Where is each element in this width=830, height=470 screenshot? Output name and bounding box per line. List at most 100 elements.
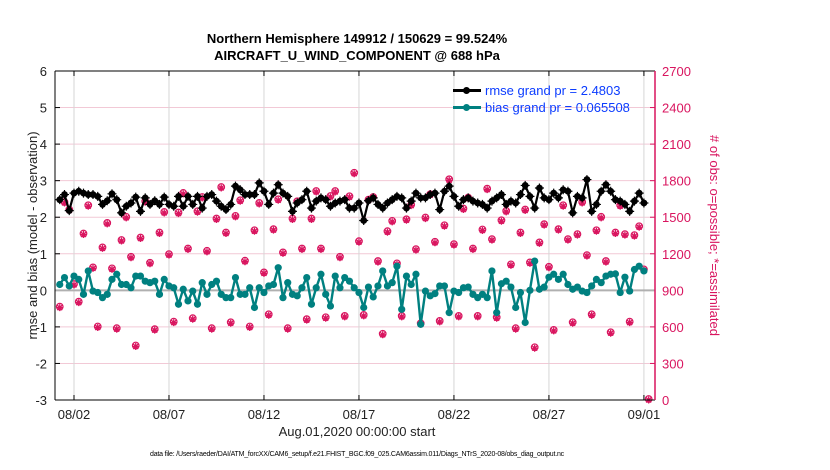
bias-point (293, 292, 301, 300)
obs-assimilated-marker (132, 343, 140, 351)
obs-assimilated-marker (103, 220, 111, 228)
obs-assimilated-marker (236, 197, 244, 205)
bias-point (193, 300, 202, 308)
rmse-point-star (211, 196, 221, 206)
rmse-point-star (620, 199, 630, 209)
obs-assimilated-marker (559, 202, 567, 210)
rmse-point-star (169, 201, 179, 211)
rmse-point-star (135, 206, 145, 216)
obs-assimilated-marker (312, 188, 320, 196)
bias-point (198, 279, 206, 287)
rmse-point-star (259, 186, 269, 196)
bias-point (516, 288, 525, 297)
rmse-point-star (297, 195, 307, 205)
bias-point (488, 267, 496, 275)
legend-item-rmse: rmse grand pr = 2.4803 (452, 82, 630, 99)
rmse-point-star (544, 195, 554, 205)
rmse-point-star (634, 188, 644, 198)
rmse-point-star (302, 186, 312, 196)
rmse-point-star (454, 201, 464, 211)
rmse-point-star (321, 195, 331, 205)
bias-point (303, 273, 311, 282)
obs-assimilated-marker (193, 208, 201, 216)
bias-point (331, 272, 339, 280)
obs-assimilated-marker (379, 331, 387, 339)
y-tick-label-left: -1 (35, 320, 47, 335)
bias-point (374, 282, 382, 290)
rmse-point-star (534, 183, 544, 193)
bias-point (640, 267, 648, 275)
bias-point (421, 287, 430, 295)
rmse-point-star (159, 192, 169, 202)
obs-assimilated-marker (611, 230, 619, 238)
rmse-point-star (173, 191, 183, 201)
obs-assimilated-marker (607, 329, 615, 337)
obs-assimilated-marker (246, 323, 254, 331)
rmse-point-star (387, 195, 397, 205)
rmse-point-star (520, 180, 530, 190)
rmse-point-star (629, 196, 639, 206)
y-tick-label-right: 900 (662, 283, 684, 298)
rmse-point-star (221, 205, 231, 215)
data-file-footer: data file: /Users/raeder/DAI/ATM_forcXX/… (150, 451, 564, 458)
bias-point (179, 285, 187, 293)
rmse-point-star (625, 206, 635, 216)
obs-assimilated-marker (569, 319, 577, 327)
obs-assimilated-marker (108, 265, 116, 273)
chart-title-line-2: AIRCRAFT_U_WIND_COMPONENT @ 688 hPa (214, 48, 500, 63)
rmse-point-star (306, 203, 316, 213)
rmse-point-star (582, 175, 592, 185)
bias-point (564, 280, 572, 289)
obs-assimilated-marker (117, 237, 125, 245)
obs-assimilated-marker (284, 325, 292, 333)
obs-assimilated-marker (227, 319, 235, 327)
obs-assimilated-marker (602, 258, 610, 266)
y-tick-label-right: 1500 (662, 210, 691, 225)
bias-point (317, 270, 325, 278)
obs-assimilated-marker (345, 193, 353, 201)
obs-assimilated-marker (621, 231, 629, 239)
y-tick-label-left: 2 (40, 210, 47, 225)
bias-point (526, 286, 534, 294)
y-tick-label-left: 1 (40, 247, 47, 262)
y-tick-label-right: 1200 (662, 247, 691, 262)
bias-point (279, 294, 287, 302)
bias-point (407, 280, 415, 289)
x-tick-label: 08/17 (343, 407, 376, 422)
y-tick-label-right: 2100 (662, 137, 691, 152)
legend-bias-swatch (452, 100, 482, 115)
bias-point (127, 284, 135, 292)
bias-point (60, 273, 69, 282)
obs-assimilated-marker (122, 214, 130, 222)
rmse-point-star (639, 198, 649, 208)
bias-point (184, 297, 192, 305)
obs-assimilated-marker (535, 239, 543, 247)
rmse-point-star (102, 196, 112, 206)
rmse-point-star (406, 196, 416, 206)
rmse-point-star (140, 193, 150, 203)
bias-point (250, 303, 259, 312)
obs-assimilated-marker (421, 215, 429, 223)
bias-point (350, 284, 358, 292)
bias-point (160, 275, 168, 283)
obs-assimilated-marker (374, 258, 382, 266)
obs-assimilated-marker (626, 319, 634, 327)
obs-assimilated-marker (212, 216, 220, 224)
rmse-point-star (292, 198, 302, 208)
obs-assimilated-marker (79, 231, 87, 239)
obs-assimilated-marker (407, 202, 415, 210)
obs-assimilated-marker (331, 188, 339, 196)
rmse-point-star (93, 191, 103, 201)
bias-point (227, 294, 235, 302)
obs-assimilated-marker (146, 260, 154, 268)
rmse-point-star (444, 181, 454, 191)
bias-point (369, 293, 377, 301)
rmse-point-star (382, 198, 392, 208)
obs-assimilated-marker (383, 228, 391, 236)
obs-assimilated-marker (616, 202, 624, 210)
obs-assimilated-marker (440, 222, 448, 230)
obs-assimilated-marker (89, 264, 97, 272)
y-tick-label-left: 6 (40, 64, 47, 79)
bias-point (360, 303, 368, 312)
bias-point (431, 290, 439, 298)
